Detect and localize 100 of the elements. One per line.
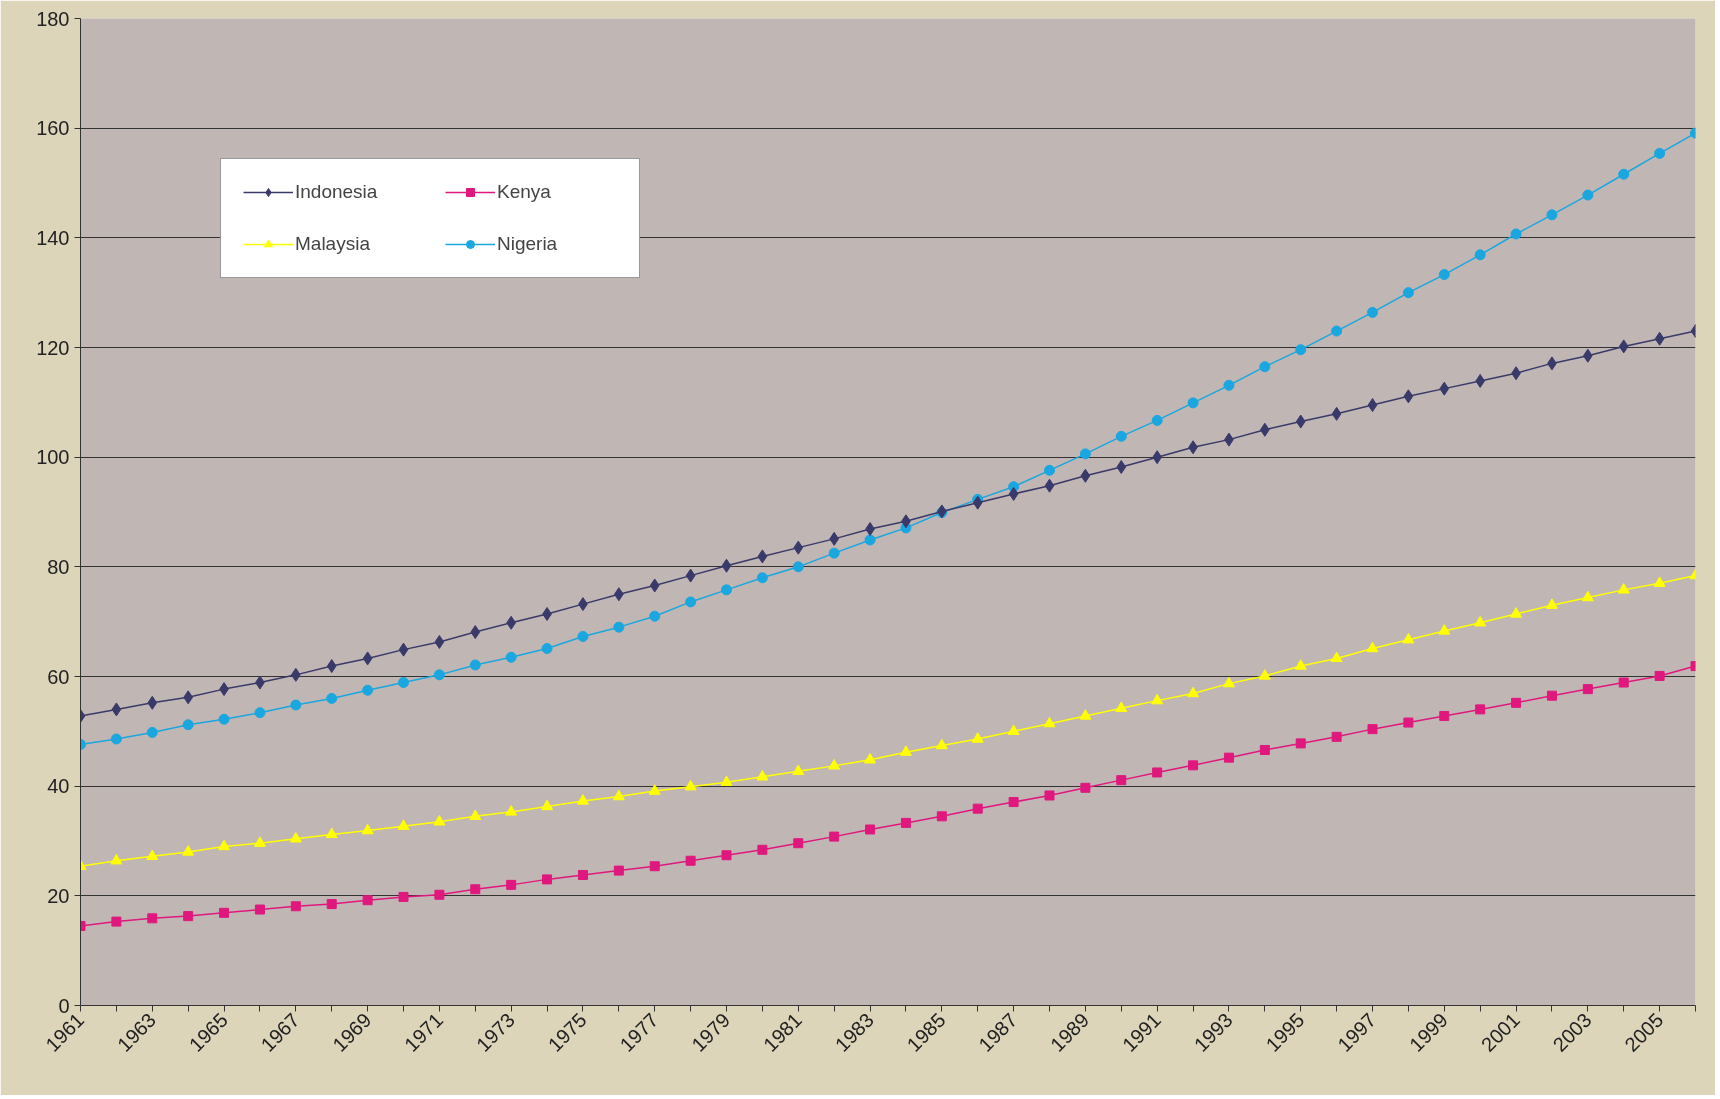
point	[541, 643, 553, 655]
y-tick-label: 20	[47, 884, 70, 907]
point	[1403, 389, 1414, 404]
point	[721, 558, 732, 573]
y-tick-label: 80	[47, 555, 70, 578]
point	[110, 733, 122, 745]
point	[1654, 147, 1666, 159]
point	[1295, 738, 1306, 749]
point	[721, 850, 732, 861]
y-tick-label: 120	[36, 336, 70, 359]
point	[1294, 659, 1307, 670]
point	[1222, 676, 1235, 688]
point	[253, 836, 266, 847]
point	[433, 814, 446, 826]
point	[218, 839, 231, 851]
point	[757, 549, 768, 564]
point	[1079, 709, 1092, 720]
point	[1080, 468, 1091, 483]
point	[1008, 797, 1019, 808]
y-tick-label: 0	[58, 994, 70, 1017]
point	[469, 809, 482, 820]
point	[1331, 325, 1343, 337]
point	[1044, 464, 1055, 476]
point	[434, 889, 445, 900]
y-tick-label: 60	[47, 665, 70, 688]
point	[361, 823, 374, 835]
point	[147, 913, 158, 924]
point	[1581, 590, 1594, 602]
point	[685, 855, 696, 866]
point	[721, 584, 732, 596]
point	[1367, 724, 1378, 735]
y-tick-label: 140	[36, 226, 70, 249]
legend-label: Kenya	[497, 181, 552, 203]
point	[972, 495, 983, 510]
point	[1331, 731, 1342, 742]
point	[254, 904, 265, 915]
point	[182, 845, 195, 856]
point	[577, 870, 588, 880]
point	[971, 732, 984, 743]
point	[110, 853, 123, 865]
point	[1582, 684, 1593, 695]
point	[793, 540, 804, 555]
legend-label: Malaysia	[295, 233, 371, 255]
point	[147, 695, 158, 710]
point	[865, 522, 875, 536]
point	[1116, 775, 1127, 786]
point	[1187, 686, 1200, 698]
point	[219, 907, 230, 918]
point	[864, 534, 876, 546]
point	[972, 803, 983, 814]
point	[470, 625, 481, 640]
point	[289, 831, 302, 843]
point	[254, 707, 266, 719]
point	[864, 753, 877, 764]
point	[506, 879, 517, 890]
point	[1545, 598, 1558, 609]
point	[1617, 583, 1630, 594]
point	[290, 699, 302, 711]
point	[290, 901, 301, 912]
point	[1259, 744, 1270, 755]
point	[541, 799, 554, 811]
y-tick-label: 180	[36, 7, 70, 30]
point	[1403, 717, 1414, 728]
point	[756, 572, 768, 584]
point	[1223, 379, 1235, 391]
point	[1188, 760, 1199, 771]
point	[828, 759, 841, 770]
point	[434, 634, 445, 649]
point	[1475, 704, 1486, 715]
point	[1439, 710, 1450, 721]
point	[757, 844, 768, 855]
point	[1546, 209, 1558, 221]
point	[792, 561, 804, 573]
point	[1366, 641, 1379, 653]
point	[433, 669, 445, 681]
point	[1151, 414, 1163, 426]
point	[1618, 677, 1629, 688]
point	[1259, 361, 1271, 373]
point	[326, 659, 337, 674]
point	[470, 884, 481, 895]
point	[828, 547, 840, 559]
point	[325, 827, 338, 839]
point	[1258, 669, 1271, 680]
point	[756, 769, 769, 781]
point	[899, 745, 912, 756]
point	[397, 819, 410, 830]
point	[398, 891, 409, 902]
point	[469, 659, 481, 671]
point	[326, 692, 338, 704]
point	[1367, 398, 1378, 413]
point	[362, 684, 374, 696]
point	[1511, 697, 1522, 708]
legend-label: Indonesia	[295, 181, 379, 203]
point	[1079, 448, 1091, 460]
point	[1367, 306, 1378, 318]
point	[649, 578, 660, 593]
point	[1044, 790, 1055, 801]
point	[935, 738, 948, 750]
point	[1546, 690, 1557, 701]
point	[1474, 615, 1487, 627]
